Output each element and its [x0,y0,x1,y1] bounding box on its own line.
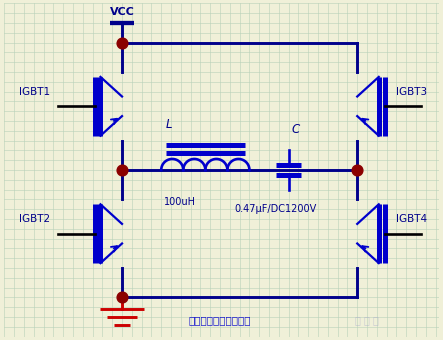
Point [118,295,125,300]
Text: IGBT3: IGBT3 [396,87,427,97]
Text: IGBT4: IGBT4 [396,214,427,224]
Text: IGBT2: IGBT2 [19,214,50,224]
Text: IGBT1: IGBT1 [19,87,50,97]
Text: 0.47μF/DC1200V: 0.47μF/DC1200V [235,204,317,214]
Point [354,167,361,173]
Text: C: C [291,123,300,136]
Text: VCC: VCC [109,7,135,17]
Point [118,167,125,173]
Text: 日 月 辰: 日 月 辰 [355,315,379,325]
Point [118,40,125,45]
Text: 电磁炉全桥主电路结构: 电磁炉全桥主电路结构 [189,315,251,325]
Text: 100uH: 100uH [164,198,196,207]
Text: L: L [166,118,173,131]
